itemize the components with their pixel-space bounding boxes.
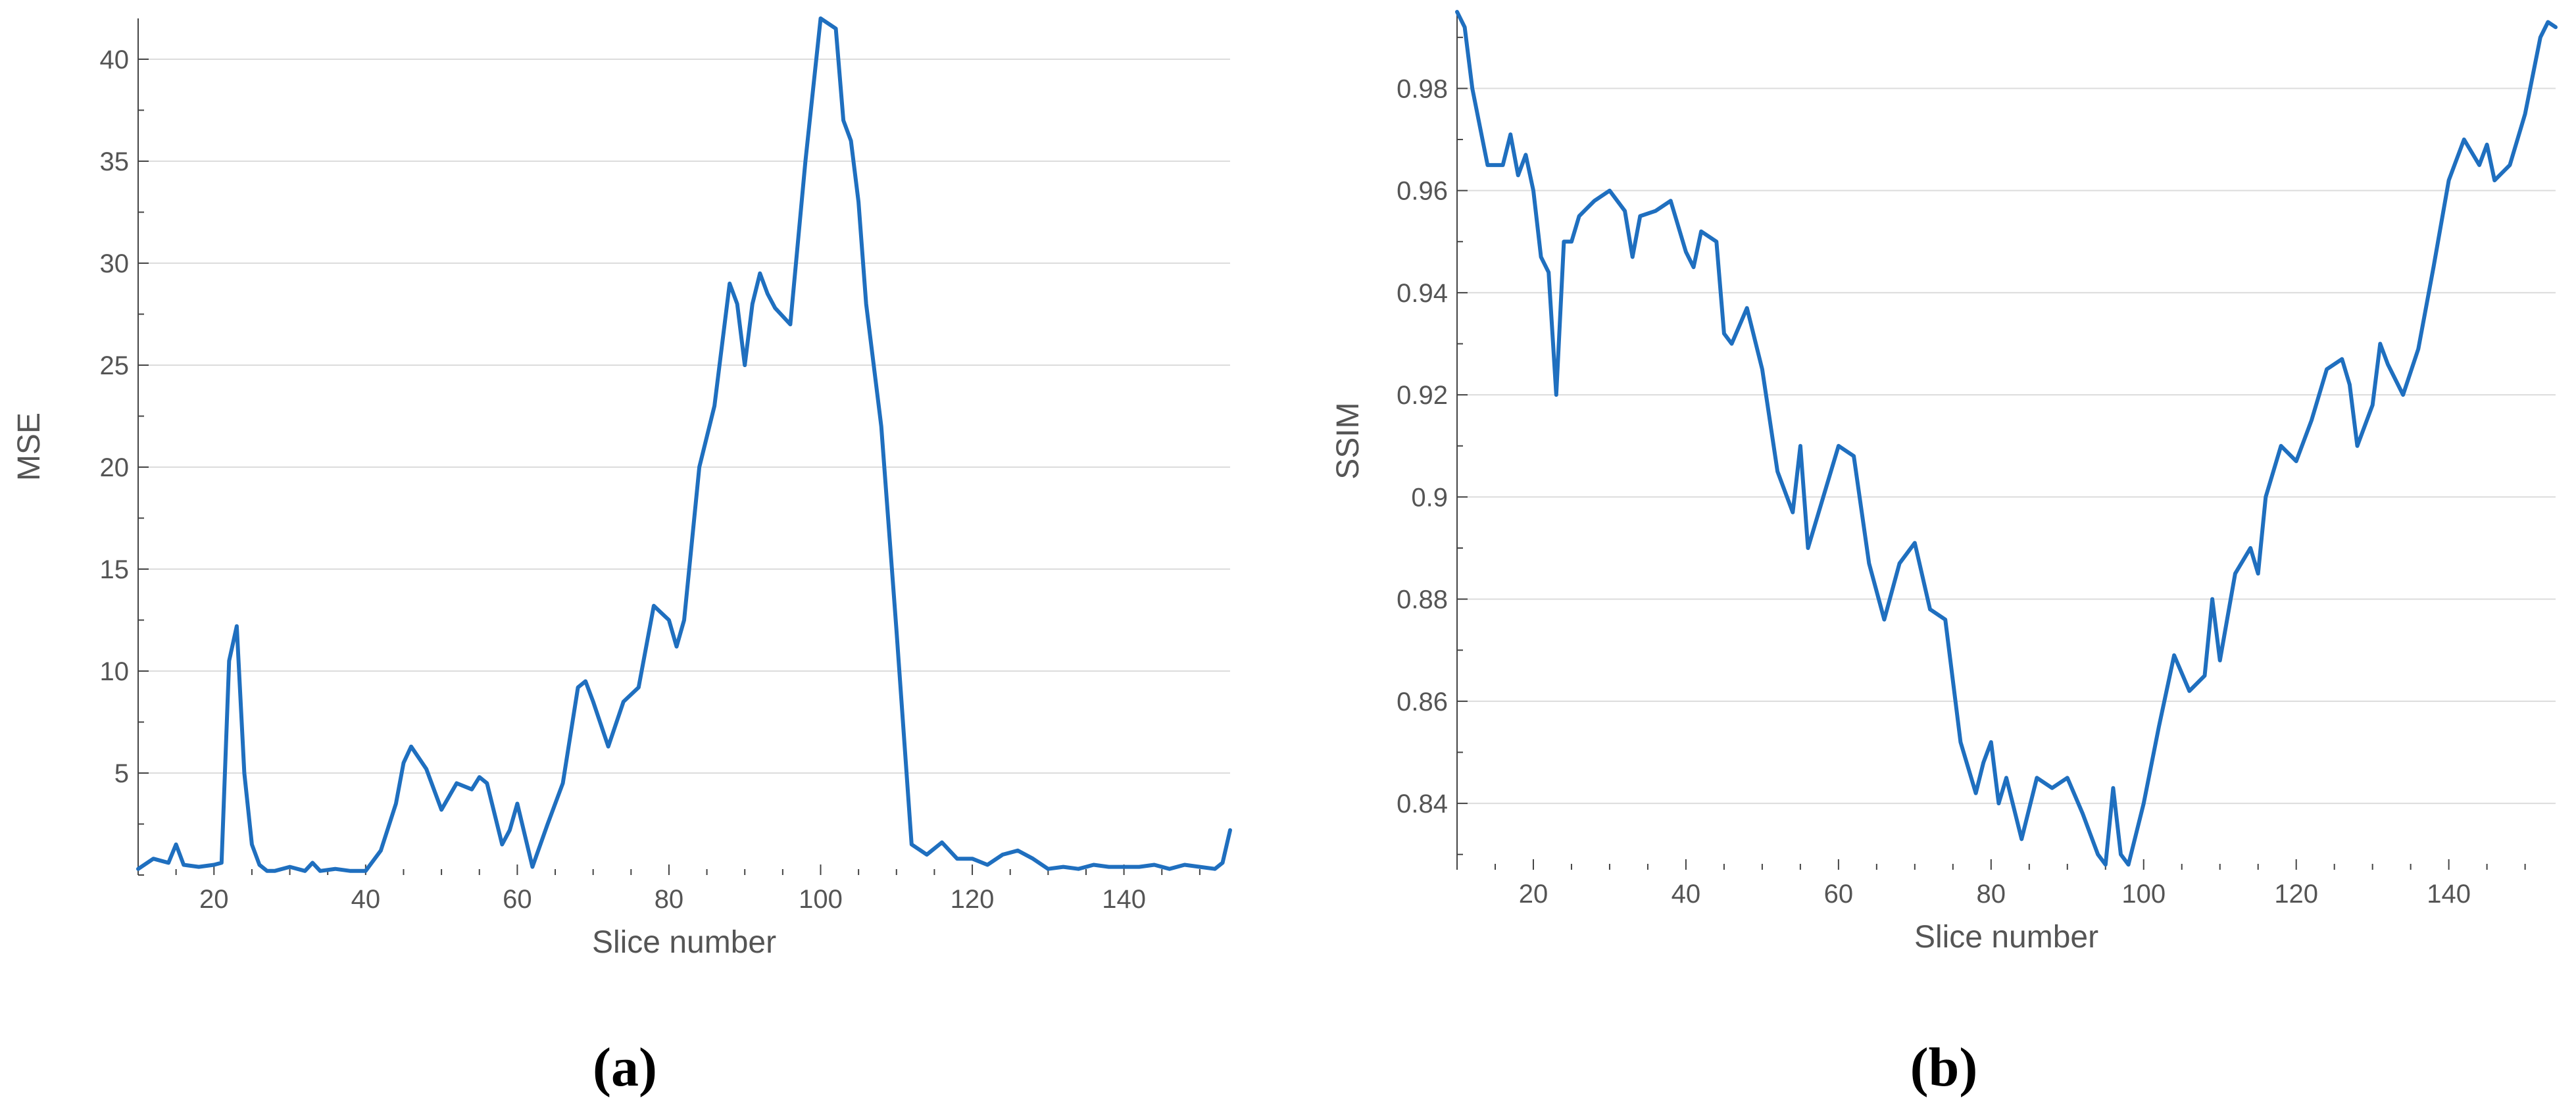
- y-tick-label: 0.88: [1397, 586, 1448, 614]
- y-tick-label: 20: [100, 453, 130, 482]
- x-tick-label: 40: [1672, 880, 1701, 909]
- panel-label: (b): [1910, 1037, 1978, 1098]
- y-axis-title: MSE: [12, 413, 47, 481]
- y-tick-label: 0.86: [1397, 688, 1448, 716]
- chart-panel-a: 5 10 15 20 25 30 35 40 20 40 60 80 100 120 140 Slice nu…: [12, 16, 1232, 1098]
- y-tick-label: 0.84: [1397, 789, 1448, 818]
- y-tick-label: 15: [100, 555, 130, 584]
- x-tick-label: 80: [1977, 880, 2006, 909]
- x-axis-title: Slice number: [1914, 920, 2098, 955]
- y-tick-label: 35: [100, 147, 130, 176]
- y-tick-label: 0.96: [1397, 177, 1448, 206]
- y-tick-label: 25: [100, 351, 130, 380]
- y-axis-title: SSIM: [1331, 402, 1366, 479]
- panel-label: (a): [593, 1037, 657, 1098]
- x-tick-label: 140: [1102, 885, 1146, 914]
- x-tick-label: 40: [351, 885, 381, 914]
- y-tick-label: 0.98: [1397, 74, 1448, 103]
- chart-panel-b: 0.84 0.86 0.88 0.9 0.92 0.94 0.96 0.98 20 40 60 80 1…: [1331, 10, 2558, 1098]
- y-tick-label: 0.92: [1397, 381, 1448, 410]
- series-line: [1455, 10, 2558, 867]
- series-line: [136, 16, 1232, 873]
- x-tick-label: 140: [2427, 880, 2471, 909]
- y-tick-label: 0.94: [1397, 279, 1448, 308]
- y-tick-label: 30: [100, 249, 130, 278]
- x-tick-label: 20: [199, 885, 229, 914]
- y-tick-label: 5: [114, 759, 129, 788]
- x-tick-label: 60: [1824, 880, 1854, 909]
- x-axis-title: Slice number: [592, 925, 776, 960]
- x-tick-label: 120: [951, 885, 995, 914]
- y-tick-label: 40: [100, 45, 130, 74]
- y-tick-label: 10: [100, 657, 130, 686]
- y-tick-label: 0.9: [1411, 483, 1448, 512]
- x-tick-label: 80: [655, 885, 684, 914]
- x-tick-label: 100: [2121, 880, 2166, 909]
- x-tick-label: 20: [1519, 880, 1548, 909]
- x-tick-label: 100: [799, 885, 843, 914]
- x-tick-label: 60: [503, 885, 532, 914]
- x-tick-label: 120: [2274, 880, 2318, 909]
